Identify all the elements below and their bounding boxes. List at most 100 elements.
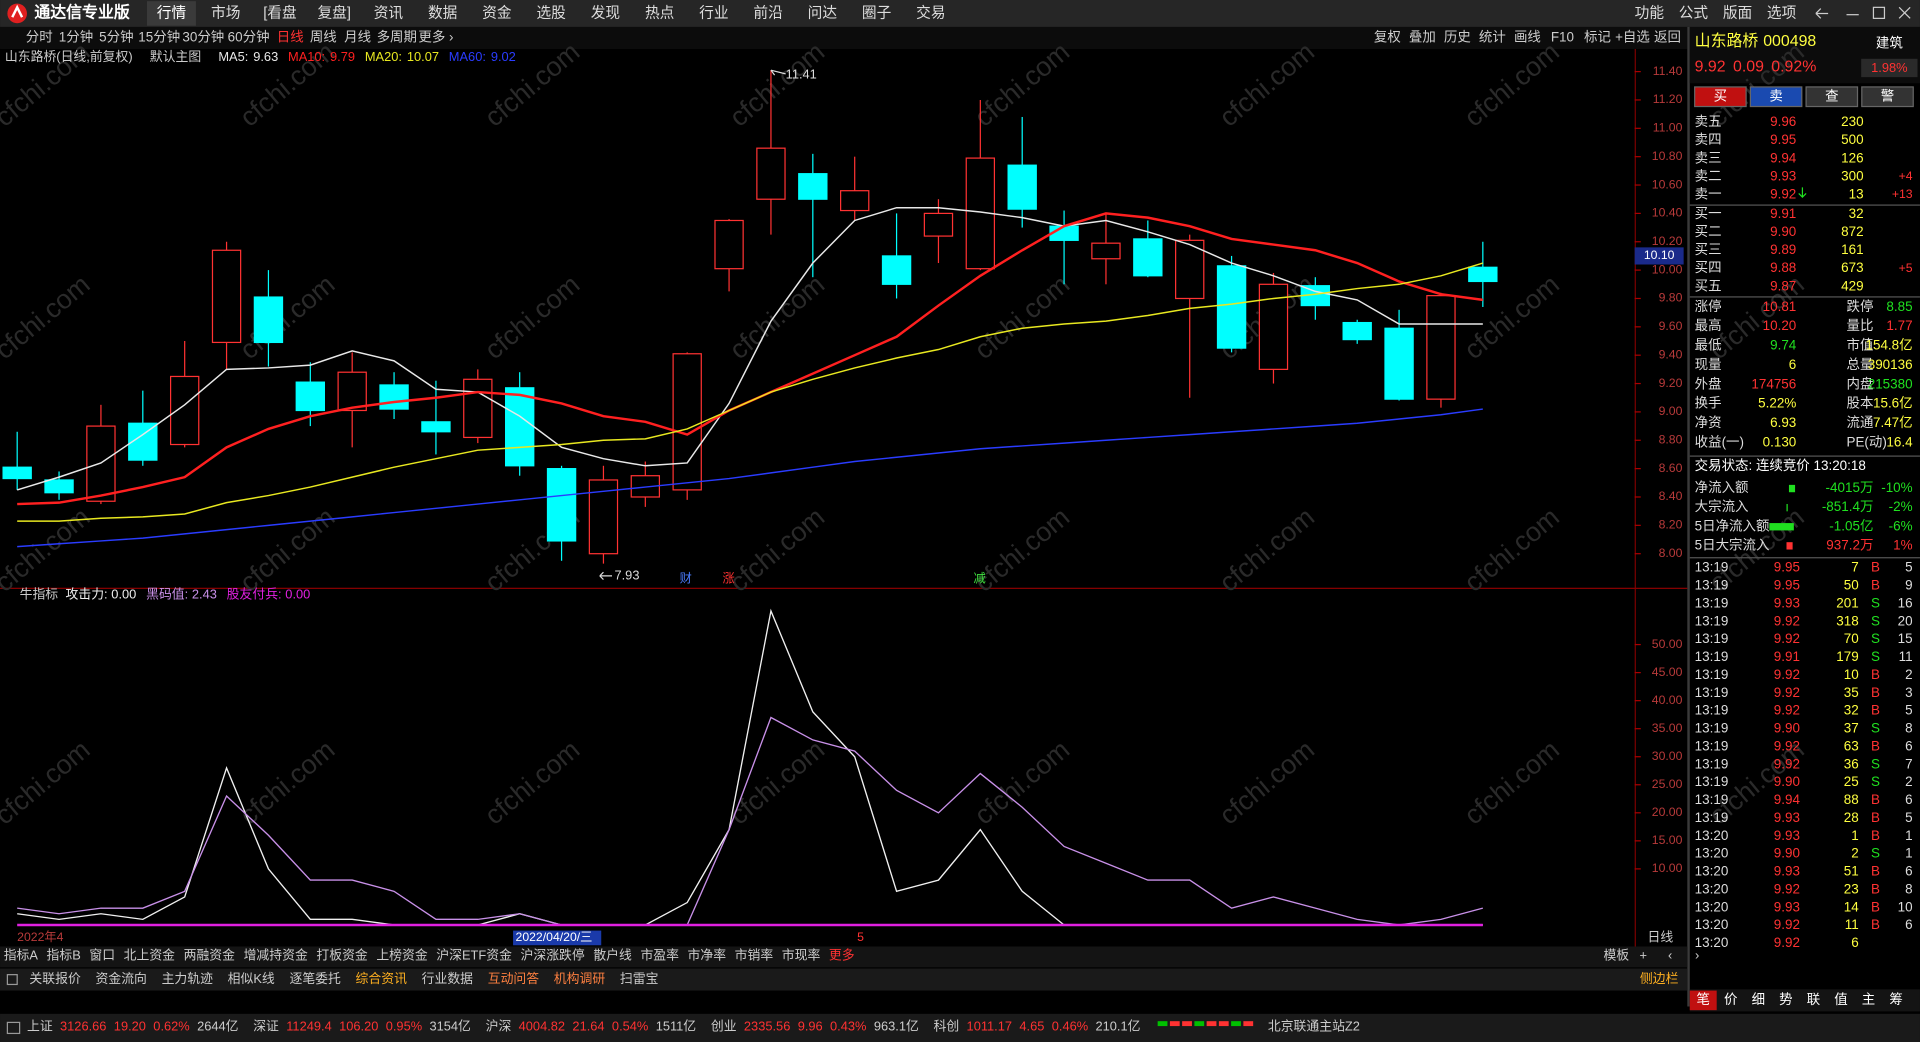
menu-item[interactable]: 前沿: [753, 4, 782, 21]
side-tab[interactable]: 筹: [1889, 991, 1902, 1007]
tool-button[interactable]: 叠加: [1409, 30, 1436, 45]
menu-item[interactable]: 数据: [428, 4, 458, 21]
tab[interactable]: 市现率: [782, 948, 821, 963]
menu-item[interactable]: 问达: [808, 4, 838, 21]
tab[interactable]: 更多: [829, 948, 855, 963]
period-button[interactable]: 更多 ›: [418, 29, 453, 45]
period-button[interactable]: 15分钟: [138, 29, 180, 45]
tab[interactable]: 窗口: [89, 948, 115, 963]
menu-item[interactable]: 版面: [1723, 4, 1752, 21]
event-marker[interactable]: 减: [973, 571, 985, 585]
menu-item[interactable]: 行业: [699, 4, 728, 21]
tab-control[interactable]: +: [1639, 948, 1647, 963]
stat-value: 6: [1789, 357, 1796, 372]
tick-volume: 88: [1844, 792, 1859, 807]
period-button[interactable]: 分时: [26, 30, 53, 45]
tool-button[interactable]: 统计: [1479, 30, 1506, 45]
tab[interactable]: 北上资金: [124, 948, 176, 963]
tool-button[interactable]: 返回: [1654, 30, 1681, 45]
tool-button[interactable]: 画线: [1514, 30, 1541, 45]
label: MA10:: [288, 49, 325, 64]
tab[interactable]: 指标A: [4, 948, 39, 963]
book-price: 9.87: [1770, 278, 1796, 293]
menu-item[interactable]: 功能: [1635, 4, 1665, 21]
tab[interactable]: 市盈率: [640, 948, 679, 963]
period-button[interactable]: 周线: [310, 30, 337, 45]
period-button[interactable]: 60分钟: [228, 29, 270, 45]
menu-item[interactable]: 交易: [916, 3, 945, 21]
menu-item[interactable]: 发现: [591, 4, 621, 21]
period-button[interactable]: 日线: [277, 30, 304, 45]
tab[interactable]: 增减持资金: [244, 948, 308, 963]
tab[interactable]: 互动问答: [488, 971, 540, 986]
menu-item[interactable]: 资金: [482, 4, 512, 21]
tab-control[interactable]: ›: [1695, 948, 1699, 963]
menu-item[interactable]: 公式: [1679, 4, 1709, 21]
trade-button-label[interactable]: 警: [1881, 88, 1894, 103]
tab[interactable]: 沪深涨跌停: [521, 948, 585, 963]
tab[interactable]: 打板资金: [316, 948, 368, 963]
side-tab[interactable]: 联: [1807, 992, 1820, 1007]
stat-value: 8.85: [1886, 299, 1912, 314]
menu-item[interactable]: 圈子: [862, 4, 891, 21]
period-button[interactable]: 多周期: [377, 29, 417, 45]
tool-button[interactable]: 复权: [1374, 29, 1401, 45]
menu-item[interactable]: 复盘]: [317, 3, 350, 21]
trade-button[interactable]: [1749, 86, 1803, 108]
tick-volume: 25: [1844, 774, 1859, 789]
book-volume: 500: [1841, 132, 1863, 147]
tab[interactable]: 市净率: [688, 948, 727, 963]
tab[interactable]: 扫雷宝: [620, 971, 659, 986]
trade-button-label[interactable]: 买: [1714, 88, 1727, 103]
tab[interactable]: 资金流向: [96, 971, 147, 986]
period-button[interactable]: 30分钟: [182, 29, 224, 45]
tab[interactable]: 主力轨迹: [162, 971, 214, 986]
tab[interactable]: 机构调研: [554, 971, 606, 986]
tool-button[interactable]: 标记: [1584, 30, 1611, 45]
trade-button[interactable]: [1861, 86, 1914, 108]
menu-item[interactable]: 行情: [157, 4, 187, 21]
tab[interactable]: 关联报价: [29, 971, 81, 986]
tab[interactable]: 沪深ETF资金: [436, 948, 512, 963]
menu-item[interactable]: 资讯: [374, 4, 404, 21]
tab[interactable]: 上榜资金: [376, 948, 428, 963]
side-tab[interactable]: 势: [1779, 992, 1792, 1007]
tool-button[interactable]: F10: [1551, 30, 1574, 45]
tab[interactable]: 行业数据: [422, 971, 474, 986]
tool-button[interactable]: +自选: [1615, 30, 1650, 45]
side-tab[interactable]: 值: [1834, 992, 1847, 1007]
side-tab[interactable]: 价: [1724, 992, 1738, 1007]
breadth-bar: [1182, 1021, 1192, 1027]
tab[interactable]: 综合资讯: [356, 971, 408, 986]
tab[interactable]: 散户线: [593, 948, 632, 963]
period-button[interactable]: 月线: [344, 30, 371, 45]
menu-item[interactable]: 选股: [536, 4, 566, 21]
tab[interactable]: 侧边栏: [1640, 971, 1679, 986]
tab[interactable]: 两融资金: [184, 948, 236, 963]
trade-button[interactable]: [1805, 86, 1859, 108]
tab[interactable]: 相似K线: [228, 971, 275, 986]
tab-control[interactable]: 模板: [1603, 948, 1629, 963]
trade-button[interactable]: [1694, 86, 1747, 108]
menu-item[interactable]: 热点: [645, 4, 674, 21]
window-controls[interactable]: [1815, 6, 1911, 19]
side-tab[interactable]: 主: [1862, 992, 1875, 1007]
menu-item[interactable]: [看盘: [263, 3, 297, 21]
tab[interactable]: 市销率: [735, 948, 774, 963]
flow-label: 5日大宗流入: [1695, 537, 1770, 552]
trade-button-label[interactable]: 查: [1825, 88, 1838, 103]
side-tab[interactable]: 笔: [1697, 992, 1710, 1007]
event-marker[interactable]: 涨: [722, 570, 734, 585]
trade-button-label[interactable]: 卖: [1769, 88, 1782, 103]
period-button[interactable]: 5分钟: [99, 29, 133, 45]
tab[interactable]: 逐笔委托: [289, 971, 341, 986]
menu-item[interactable]: 市场: [211, 4, 240, 21]
tick-side: B: [1871, 738, 1880, 753]
event-marker[interactable]: 财: [680, 571, 692, 585]
menu-item[interactable]: 选项: [1767, 4, 1797, 21]
tool-button[interactable]: 历史: [1444, 30, 1471, 45]
tab[interactable]: 指标B: [47, 948, 81, 963]
tab-control[interactable]: ‹: [1668, 948, 1672, 963]
period-button[interactable]: 1分钟: [59, 29, 93, 45]
side-tab[interactable]: 细: [1752, 992, 1765, 1007]
